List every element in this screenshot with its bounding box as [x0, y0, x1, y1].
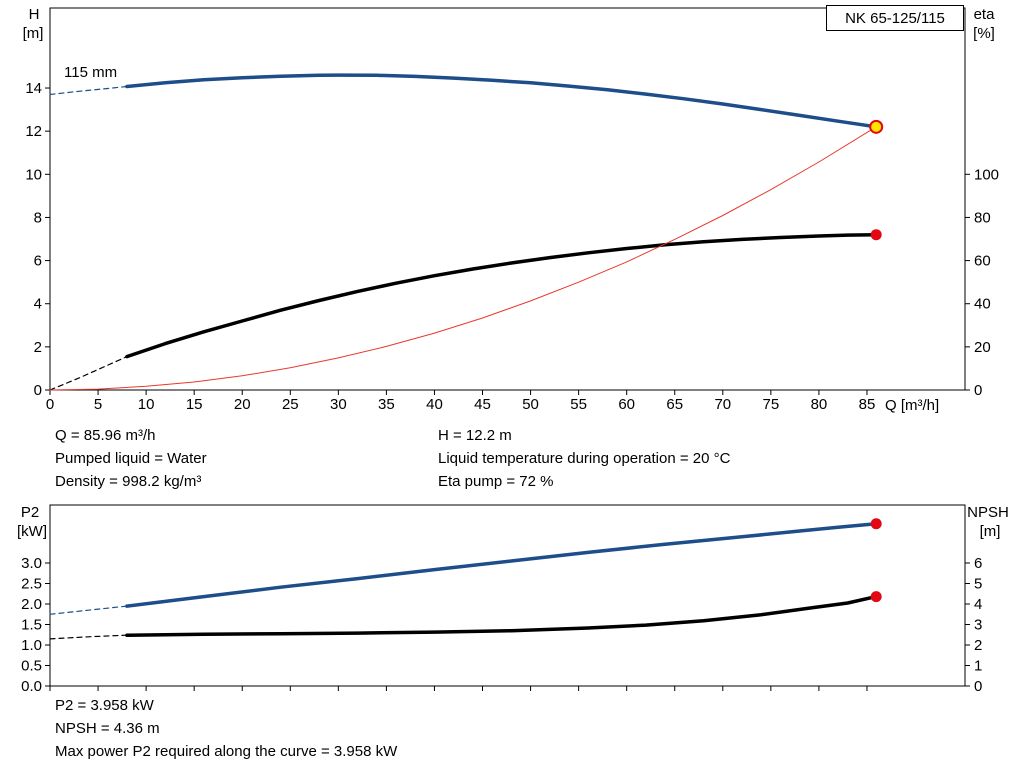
p2-endpoint-marker: [870, 518, 882, 530]
right-axis-title: eta: [974, 6, 996, 23]
p2-npsh-chart-plot-border: [49, 504, 966, 687]
right-tick-label: 4: [974, 596, 982, 613]
x-tick-label: 0: [46, 396, 54, 413]
left-tick-label: 2: [34, 339, 42, 356]
right-tick-label: 1: [974, 658, 982, 675]
x-tick-label: 10: [138, 396, 155, 413]
info-row: Q = 85.96 m³/h H = 12.2 m: [55, 424, 730, 447]
p2-value: P2 = 3.958 kW: [55, 697, 154, 714]
x-tick-label: 5: [94, 396, 102, 413]
x-tick-label: 70: [714, 396, 731, 413]
left-axis-unit: [m]: [23, 25, 44, 42]
operating-data-block: Q = 85.96 m³/h H = 12.2 m Pumped liquid …: [55, 424, 730, 493]
left-tick-label: 1.0: [21, 637, 42, 654]
x-tick-label: 60: [618, 396, 635, 413]
efficiency-curve: [125, 232, 878, 359]
efficiency-curve-extrapolation: [49, 356, 128, 391]
left-tick-label: 10: [25, 166, 42, 183]
npsh-curve: [125, 594, 878, 637]
right-tick-label: 60: [974, 253, 991, 270]
x-tick-label: 50: [522, 396, 539, 413]
liquid-temperature-value: Liquid temperature during operation = 20…: [438, 450, 731, 467]
left-axis-title: P2: [21, 504, 39, 521]
x-tick-label: 75: [763, 396, 780, 413]
right-tick-label: 6: [974, 555, 982, 572]
x-tick-label: 80: [811, 396, 828, 413]
eta-pump-value: Eta pump = 72 %: [438, 473, 554, 490]
left-tick-label: 12: [25, 123, 42, 140]
left-tick-label: 8: [34, 209, 42, 226]
left-tick-label: 0.0: [21, 678, 42, 695]
left-tick-label: 4: [34, 296, 42, 313]
power-npsh-data-block: P2 = 3.958 kW NPSH = 4.36 m Max power P2…: [55, 694, 397, 763]
info-row: Density = 998.2 kg/m³ Eta pump = 72 %: [55, 470, 730, 493]
pumped-liquid-value: Pumped liquid = Water: [55, 450, 207, 467]
x-tick-label: 25: [282, 396, 299, 413]
pump-model-box: NK 65-125/115: [826, 5, 964, 31]
left-tick-label: 2.0: [21, 596, 42, 613]
x-tick-label: 40: [426, 396, 443, 413]
npsh-endpoint-marker: [870, 591, 882, 603]
x-axis-title: Q [m³/h]: [885, 397, 939, 414]
left-axis-title: H: [29, 6, 40, 23]
npsh-curve-extrapolation: [49, 634, 128, 640]
right-axis-unit: [m]: [980, 523, 1001, 540]
p2-curve: [125, 521, 878, 608]
left-tick-label: 0: [34, 382, 42, 399]
head-curve-extrapolation: [49, 85, 128, 96]
right-axis-title: NPSH: [967, 504, 1009, 521]
efficiency-endpoint-marker: [870, 229, 882, 241]
npsh-value: NPSH = 4.36 m: [55, 720, 160, 737]
info-row: Pumped liquid = Water Liquid temperature…: [55, 447, 730, 470]
left-tick-label: 14: [25, 80, 42, 97]
right-tick-label: 5: [974, 576, 982, 593]
right-axis-unit: [%]: [973, 25, 995, 42]
right-tick-label: 0: [974, 678, 982, 695]
right-tick-label: 40: [974, 296, 991, 313]
head-eta-chart-plot-border: [49, 7, 966, 391]
flow-value: Q = 85.96 m³/h: [55, 427, 156, 444]
left-tick-label: 0.5: [21, 658, 42, 675]
right-tick-label: 2: [974, 637, 982, 654]
left-tick-label: 1.5: [21, 617, 42, 634]
system-curve: [49, 126, 877, 391]
left-tick-label: 6: [34, 253, 42, 270]
right-tick-label: 80: [974, 209, 991, 226]
x-tick-label: 20: [234, 396, 251, 413]
duty-point-marker[interactable]: [869, 119, 884, 134]
pump-model-label: NK 65-125/115: [845, 9, 945, 27]
right-tick-label: 20: [974, 339, 991, 356]
right-tick-label: 0: [974, 382, 982, 399]
x-tick-label: 35: [378, 396, 395, 413]
head-value: H = 12.2 m: [438, 427, 512, 444]
right-tick-label: 100: [974, 166, 999, 183]
density-value: Density = 998.2 kg/m³: [55, 473, 202, 490]
p2-curve-extrapolation: [49, 605, 128, 615]
left-tick-label: 3.0: [21, 555, 42, 572]
max-power-note: Max power P2 required along the curve = …: [55, 743, 398, 760]
x-tick-label: 55: [570, 396, 587, 413]
x-tick-label: 65: [666, 396, 683, 413]
left-axis-unit: [kW]: [17, 523, 47, 540]
x-tick-label: 45: [474, 396, 491, 413]
left-tick-label: 2.5: [21, 576, 42, 593]
head-curve: [125, 73, 878, 129]
right-tick-label: 3: [974, 617, 982, 634]
impeller-diameter-label: 115 mm: [64, 64, 117, 81]
x-tick-label: 30: [330, 396, 347, 413]
x-tick-label: 85: [859, 396, 876, 413]
x-tick-label: 15: [186, 396, 203, 413]
